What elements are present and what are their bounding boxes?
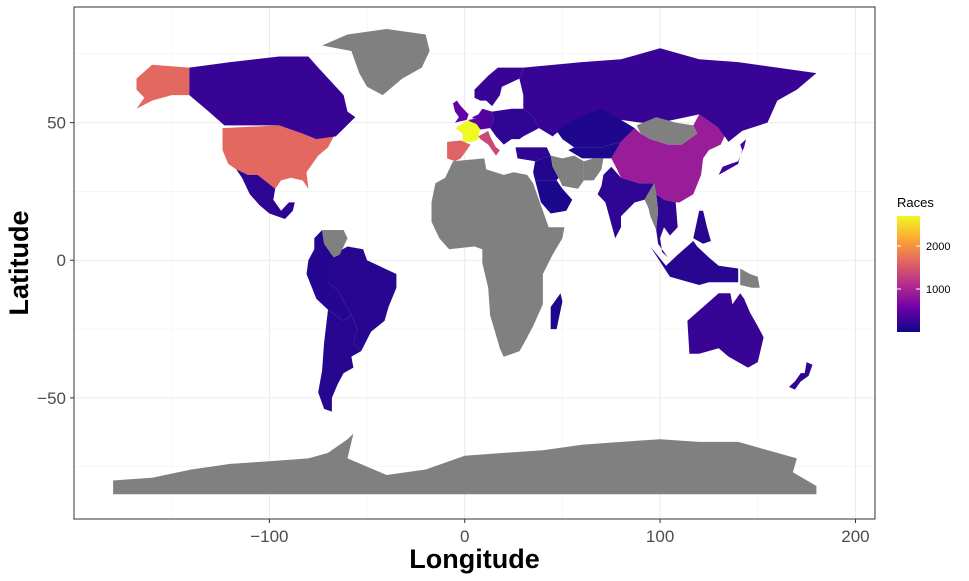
- region-saudi-arabia: [535, 180, 573, 214]
- region-brazil: [320, 246, 397, 352]
- region-canada: [189, 56, 356, 140]
- x-axis-title: Longitude: [409, 544, 539, 574]
- region-germany: [476, 108, 494, 130]
- region-japan: [718, 139, 747, 175]
- region-papua-new-guinea: [740, 268, 760, 288]
- region-france: [455, 119, 481, 142]
- y-axis-title: Latitude: [4, 211, 34, 316]
- x-tick-label: −100: [250, 527, 288, 546]
- map-regions: [113, 29, 817, 495]
- region-central-asia: [568, 141, 621, 159]
- region-netherlands: [472, 114, 479, 119]
- legend-tick-label: 2000: [926, 241, 950, 253]
- y-axis: −50 0 50: [37, 114, 74, 408]
- region-eastern-europe: [490, 108, 539, 145]
- region-venezuela: [322, 230, 348, 258]
- region-south-america-other: [306, 230, 352, 321]
- x-tick-label: 0: [460, 527, 469, 546]
- y-tick-label: 50: [47, 114, 66, 133]
- plot-border: [73, 6, 876, 520]
- x-tick-label: 200: [841, 527, 869, 546]
- region-india: [597, 166, 655, 239]
- region-kazakhstan: [556, 108, 635, 148]
- region-alaska: [136, 64, 190, 109]
- region-united-kingdom: [453, 100, 469, 123]
- legend-title: Races: [897, 195, 934, 210]
- region-belgium: [468, 118, 477, 124]
- region-turkey: [515, 147, 551, 162]
- y-tick-label: 0: [57, 251, 66, 270]
- x-axis: −100 0 100 200: [250, 519, 870, 546]
- region-spain: [447, 140, 471, 162]
- region-myanmar: [644, 183, 659, 230]
- region-middle-east: [533, 155, 559, 181]
- region-antarctica: [113, 433, 817, 495]
- region-mongolia: [636, 117, 698, 145]
- region-iran: [550, 155, 584, 189]
- legend-ticks: 1000 2000: [897, 241, 950, 296]
- x-tick-label: 100: [646, 527, 674, 546]
- region-philippines: [693, 210, 711, 244]
- region-argentina: [318, 309, 362, 412]
- y-tick-label: −50: [37, 389, 66, 408]
- region-scandinavia: [474, 67, 524, 107]
- region-mexico: [236, 169, 295, 219]
- region-italy: [478, 130, 500, 156]
- region-africa: [431, 158, 565, 357]
- region-madagascar: [550, 293, 563, 330]
- region-indonesia: [650, 241, 739, 285]
- region-australia: [687, 293, 764, 368]
- region-new-zealand: [789, 362, 813, 390]
- legend-colorbar: [897, 216, 920, 332]
- region-afghanistan: [583, 158, 604, 181]
- region-greenland: [322, 29, 430, 96]
- legend-tick-label: 1000: [926, 284, 950, 296]
- region-southeast-asia: [656, 194, 678, 258]
- region-china: [611, 114, 729, 203]
- region-united-states: [222, 125, 334, 189]
- legend: Races 1000 2000: [897, 195, 950, 332]
